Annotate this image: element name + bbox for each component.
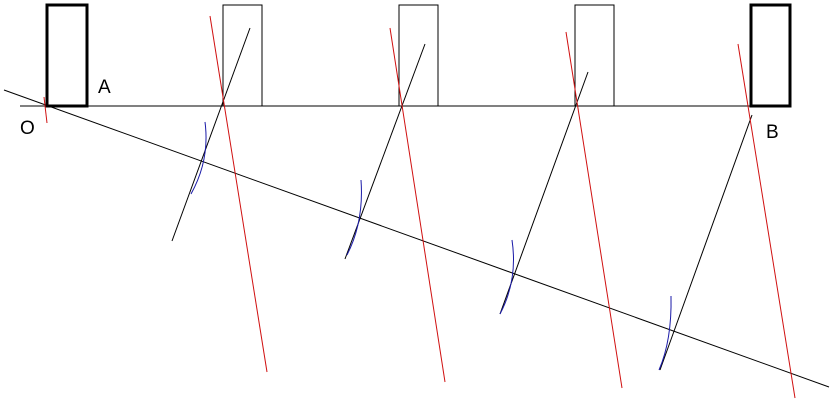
compass-arc-2 [346,179,362,256]
bar-3 [574,4,615,107]
label-b: B [766,122,779,143]
bar-a [45,3,89,108]
red-line-3 [565,31,623,389]
compass-arc-4 [658,295,672,371]
auxiliary-ray [3,89,830,388]
bar-2 [398,4,439,107]
red-line-2 [389,27,446,383]
compass-arc-3 [499,239,514,315]
red-line-1 [209,15,268,373]
red-line-origin [43,96,48,124]
parallel-line-4 [659,114,753,371]
label-a: A [98,77,111,98]
compass-arc-1 [190,121,207,195]
bar-1 [222,4,263,107]
bar-b [749,3,792,108]
label-o: O [20,118,35,139]
parallel-line-3 [499,71,589,315]
parallel-line-1 [171,27,251,242]
red-line-4 [737,43,796,399]
